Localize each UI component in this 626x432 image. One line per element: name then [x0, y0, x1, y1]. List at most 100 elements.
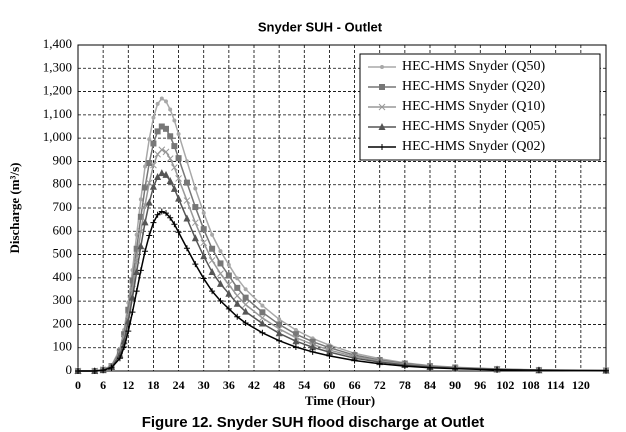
x-tick-label: 42 — [248, 378, 260, 392]
marker — [191, 219, 199, 227]
marker — [452, 365, 459, 372]
marker — [91, 368, 98, 374]
marker — [494, 366, 501, 373]
marker — [603, 367, 609, 374]
marker — [184, 159, 189, 164]
marker — [427, 364, 433, 371]
marker — [171, 221, 178, 228]
x-tick-label: 6 — [100, 378, 106, 392]
marker — [166, 176, 174, 184]
legend-label: HEC-HMS Snyder (Q20) — [402, 79, 545, 94]
x-tick-label: 96 — [474, 378, 486, 392]
marker — [292, 337, 300, 345]
marker — [378, 103, 386, 111]
marker — [150, 140, 157, 147]
marker — [158, 208, 165, 215]
y-tick-label: 1,300 — [43, 59, 72, 74]
y-tick-label: 1,400 — [43, 36, 72, 51]
marker — [292, 344, 299, 351]
marker — [175, 194, 183, 202]
marker — [128, 293, 136, 301]
marker — [234, 313, 241, 320]
marker — [259, 329, 266, 336]
marker — [172, 118, 177, 123]
marker — [183, 214, 191, 222]
x-tick-label: 114 — [547, 378, 564, 392]
marker — [217, 260, 224, 267]
marker — [209, 288, 216, 295]
marker — [376, 360, 383, 367]
marker — [116, 355, 123, 362]
x-tick-label: 120 — [572, 378, 590, 392]
marker — [242, 301, 249, 308]
marker — [149, 182, 157, 190]
y-tick-label: 300 — [53, 292, 73, 307]
marker — [175, 229, 182, 236]
x-tick-label: 66 — [349, 378, 361, 392]
marker — [146, 232, 153, 239]
y-tick-label: 1,000 — [43, 129, 72, 144]
marker — [183, 179, 190, 186]
y-tick-label: 100 — [53, 339, 73, 354]
marker — [218, 249, 223, 254]
marker — [183, 245, 190, 252]
x-tick-label: 12 — [122, 378, 134, 392]
marker — [225, 305, 232, 312]
marker — [201, 210, 206, 215]
marker — [141, 201, 149, 209]
marker — [145, 198, 153, 206]
y-tick-label: 400 — [53, 269, 73, 284]
marker — [192, 261, 199, 268]
marker — [208, 268, 216, 276]
marker — [258, 319, 266, 327]
marker — [191, 234, 199, 242]
x-tick-label: 54 — [298, 378, 310, 392]
marker — [133, 288, 140, 295]
y-tick-label: 200 — [53, 315, 73, 330]
marker — [276, 321, 283, 328]
x-tick-label: 48 — [273, 378, 285, 392]
y-tick-label: 0 — [66, 362, 73, 377]
marker — [326, 352, 333, 359]
x-axis-label: Time (Hour) — [305, 393, 375, 408]
legend-label: HEC-HMS Snyder (Q10) — [402, 99, 545, 114]
marker — [146, 160, 153, 167]
marker — [163, 125, 169, 132]
y-axis-label: Discharge (m³/s) — [7, 163, 22, 254]
marker — [168, 107, 173, 112]
marker — [379, 144, 385, 150]
plot-frame — [77, 44, 607, 372]
marker — [158, 169, 166, 177]
marker — [129, 277, 136, 284]
marker — [242, 307, 250, 315]
marker — [137, 242, 145, 250]
marker — [141, 218, 149, 226]
marker — [210, 232, 215, 237]
marker — [137, 213, 144, 220]
marker — [208, 257, 216, 264]
marker — [142, 248, 149, 255]
y-tick-label: 600 — [53, 222, 73, 237]
marker — [225, 281, 233, 288]
marker — [234, 284, 241, 291]
marker — [226, 262, 231, 267]
marker — [379, 84, 385, 90]
marker — [351, 357, 358, 364]
marker — [154, 128, 161, 135]
marker — [309, 343, 317, 351]
series-line — [78, 148, 607, 372]
marker — [108, 364, 115, 371]
series-line — [78, 125, 607, 372]
y-tick-label: 900 — [53, 152, 73, 167]
marker — [276, 337, 283, 344]
marker — [277, 317, 282, 322]
marker — [233, 292, 241, 300]
marker — [163, 210, 169, 217]
marker — [233, 299, 241, 307]
marker — [159, 96, 164, 101]
marker — [217, 270, 224, 278]
marker — [145, 179, 153, 187]
marker — [175, 175, 182, 182]
marker — [75, 368, 81, 374]
x-tick-label: 72 — [374, 378, 386, 392]
